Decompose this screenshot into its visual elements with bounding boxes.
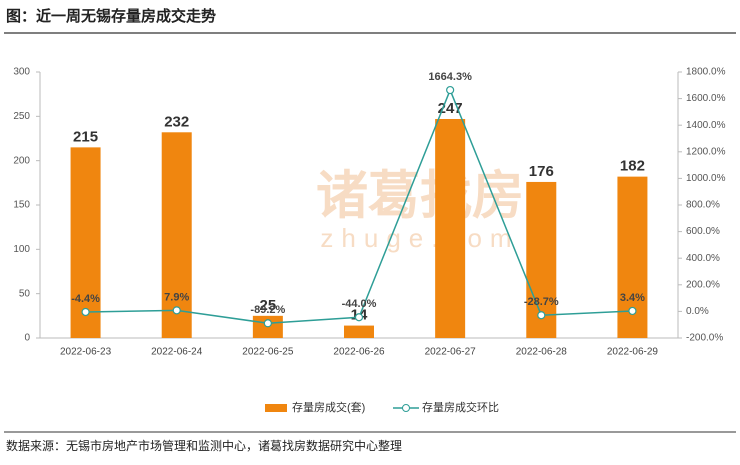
line-marker — [446, 85, 455, 95]
y2-tick-label: 1000.0% — [686, 173, 726, 184]
x-tick-label: 2022-06-26 — [333, 347, 385, 358]
legend-swatch — [402, 404, 410, 412]
y2-tick-label: -200.0% — [686, 333, 723, 344]
chart-title: 图：近一周无锡存量房成交走势 — [6, 7, 216, 25]
x-tick-label: 2022-06-24 — [151, 347, 203, 358]
watermark: zhuge.com — [320, 223, 519, 253]
x-tick-label: 2022-06-23 — [60, 347, 112, 358]
bar-value-label: 182 — [620, 158, 645, 175]
watermark: 诸葛找房 — [316, 168, 524, 226]
bar — [70, 147, 101, 338]
y-tick-label: 100 — [13, 244, 30, 255]
y2-tick-label: 1200.0% — [686, 146, 726, 157]
source-note: 数据来源：无锡市房地产市场管理和监测中心，诸葛找房数据研究中心整理 — [6, 438, 402, 453]
line-marker — [537, 311, 546, 320]
y2-tick-label: 1600.0% — [686, 93, 726, 104]
line-value-label: -4.4% — [71, 293, 100, 305]
line-value-label: -44.0% — [342, 298, 377, 310]
y2-tick-label: 200.0% — [686, 279, 720, 290]
line-marker — [354, 313, 364, 322]
legend-label: 存量房成交环比 — [422, 400, 499, 414]
bar — [161, 132, 192, 338]
line-marker — [81, 307, 90, 317]
line-marker — [263, 319, 272, 328]
y2-tick-label: 800.0% — [686, 200, 720, 211]
bar-value-label: 25 — [260, 297, 277, 314]
bar-value-label: 232 — [164, 113, 189, 130]
y2-tick-label: 0.0% — [686, 306, 709, 317]
y2-tick-label: 400.0% — [686, 253, 720, 264]
bar-value-label: 176 — [529, 163, 554, 180]
line-value-label: 7.9% — [164, 291, 189, 303]
line-value-label: -28.7% — [524, 296, 559, 308]
x-tick-label: 2022-06-25 — [242, 347, 294, 358]
legend-label: 存量房成交(套) — [292, 400, 365, 414]
bar — [435, 118, 466, 338]
y-tick-label: 200 — [13, 155, 30, 166]
line-value-label: -89.2% — [250, 304, 285, 316]
y2-tick-label: 1800.0% — [686, 67, 726, 78]
y-tick-label: 0 — [24, 333, 30, 344]
line-marker — [628, 306, 637, 316]
bar-value-label: 215 — [73, 128, 98, 145]
x-tick-label: 2022-06-28 — [516, 347, 568, 358]
y2-tick-label: 1400.0% — [686, 120, 726, 131]
line-marker — [172, 306, 181, 315]
bar — [344, 325, 374, 338]
y-tick-label: 50 — [19, 288, 31, 299]
y-tick-label: 300 — [13, 67, 30, 78]
legend-swatch — [265, 404, 287, 412]
line-value-label: 3.4% — [620, 292, 645, 304]
y-tick-label: 250 — [13, 111, 30, 122]
y-tick-label: 150 — [13, 200, 30, 211]
x-tick-label: 2022-06-29 — [607, 347, 659, 358]
bar-value-label: 247 — [438, 100, 463, 117]
y2-tick-label: 600.0% — [686, 226, 720, 237]
x-tick-label: 2022-06-27 — [425, 347, 477, 358]
line-value-label: 1664.3% — [428, 71, 472, 83]
